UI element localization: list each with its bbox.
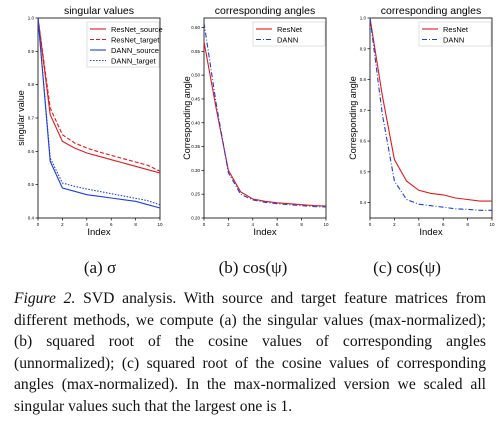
series-line-dann	[369, 17, 492, 211]
legend-label: DANN	[277, 36, 298, 45]
x-tick-label: 2	[393, 222, 396, 227]
legend-label: DANN	[443, 36, 464, 45]
x-tick-label: 6	[442, 222, 445, 227]
x-tick-label: 0	[369, 222, 372, 227]
y-tick-label: 0.8	[28, 82, 35, 87]
legend-label: DANN_target	[111, 57, 157, 66]
chart-title: corresponding angles	[215, 5, 315, 17]
y-tick-label: 0.6	[28, 149, 35, 154]
series-line-resnet	[369, 17, 492, 202]
legend-box	[418, 21, 492, 47]
y-axis-label: singular value	[16, 90, 26, 146]
y-tick-label: 0.7	[360, 108, 367, 113]
x-tick-label: 2	[227, 222, 230, 227]
y-axis-label: Corresponding angle	[182, 76, 192, 160]
subcaption-c: (c) cos(ψ)	[373, 258, 441, 277]
y-tick-label: 0.5	[360, 169, 367, 174]
chart-corresponding-angles-normalized: corresponding angles 0 2 4 6 8 10 0.4 0.5 0.6 0.7 0…	[348, 5, 495, 238]
legend-label: DANN_source	[111, 46, 159, 55]
y-tick-label: 0.40	[191, 120, 200, 125]
y-tick-label: 1.0	[28, 16, 35, 21]
y-tick-label: 0.4	[28, 216, 35, 221]
x-axis-label: Index	[253, 227, 276, 238]
y-tick-label: 0.8	[360, 77, 367, 82]
y-tick-label: 0.55	[191, 49, 200, 54]
figure-caption: Figure 2. SVD analysis. With source and …	[14, 288, 486, 417]
y-tick-label: 0.25	[191, 192, 200, 197]
y-tick-label: 0.9	[28, 49, 35, 54]
subcaption-a: (a) σ	[83, 258, 117, 277]
figure-caption-text: SVD analysis. With source and target fea…	[14, 290, 486, 415]
x-tick-label: 0	[203, 222, 206, 227]
x-tick-label: 8	[300, 222, 303, 227]
x-tick-label: 6	[276, 222, 279, 227]
x-tick-label: 8	[466, 222, 469, 227]
series-line-dann-source	[37, 17, 161, 209]
y-tick-label: 0.35	[191, 144, 200, 149]
x-tick-label: 4	[86, 222, 89, 227]
x-tick-label: 10	[157, 222, 163, 227]
x-tick-label: 8	[134, 222, 137, 227]
series-line-dann-target	[37, 17, 161, 206]
plot-frame	[203, 17, 327, 219]
series-line-resnet	[203, 41, 327, 207]
y-tick-label: 0.30	[191, 168, 200, 173]
y-tick-label: 0.50	[191, 73, 200, 78]
y-tick-label: 0.4	[360, 200, 367, 205]
x-tick-label: 2	[61, 222, 64, 227]
panel-c: corresponding angles 0 2 4 6 8 10 0.4 0.5 0.6 0.7 0…	[332, 0, 498, 250]
x-tick-label: 0	[37, 222, 40, 227]
x-tick-label: 10	[489, 222, 495, 227]
y-tick-label: 0.7	[28, 116, 35, 121]
x-axis-label: Index	[419, 227, 442, 238]
y-axis-label: Corresponding angle	[348, 76, 358, 160]
chart-title: corresponding angles	[381, 5, 481, 17]
y-tick-label: 1.0	[360, 16, 367, 21]
y-tick-label: 0.60	[191, 25, 200, 30]
chart-singular-values: singular values 0 2 4 6 8 10 0.4 0.5 0.6 0.7 0.8 0.9…	[16, 5, 163, 238]
x-tick-label: 4	[252, 222, 255, 227]
plot-frame	[369, 17, 493, 219]
y-tick-label: 0.5	[28, 182, 35, 187]
series-line-resnet-source	[37, 17, 161, 174]
series-line-dann	[203, 22, 327, 208]
series-line-resnet-target	[37, 17, 161, 172]
legend-label: ResNet_source	[111, 25, 163, 34]
panel-a: singular values 0 2 4 6 8 10 0.4 0.5 0.6 0.7 0.8 0.9…	[0, 0, 166, 250]
x-tick-label: 10	[323, 222, 329, 227]
legend-label: ResNet_target	[111, 36, 160, 45]
panel-b: corresponding angles 0 2 4 6 8 10 0.20 0.25 0.30 0…	[166, 0, 332, 250]
legend-label: ResNet	[443, 25, 469, 34]
y-tick-label: 0.6	[360, 139, 367, 144]
y-tick-label: 0.45	[191, 96, 200, 101]
x-tick-label: 4	[418, 222, 421, 227]
chart-corresponding-angles-unnormalized: corresponding angles 0 2 4 6 8 10 0.20 0.25 0.30 0…	[182, 5, 329, 238]
y-tick-label: 0.20	[191, 216, 200, 221]
y-tick-label: 0.9	[360, 46, 367, 51]
subcaption-b: (b) cos(ψ)	[218, 258, 288, 277]
legend-box	[252, 21, 326, 47]
legend-label: ResNet	[277, 25, 303, 34]
figure-label: Figure 2.	[14, 290, 76, 307]
chart-title: singular values	[64, 5, 134, 17]
x-axis-label: Index	[87, 227, 110, 238]
x-tick-label: 6	[110, 222, 113, 227]
